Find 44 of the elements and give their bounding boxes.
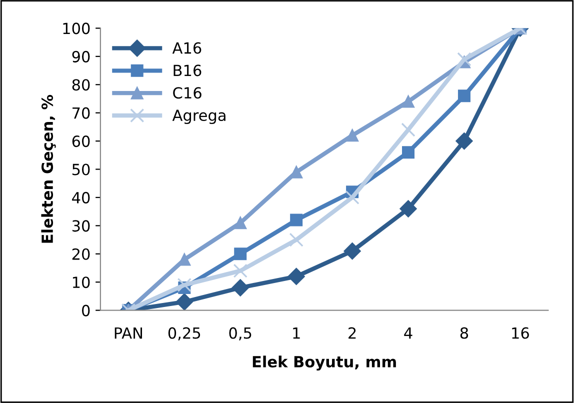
point [401,122,416,137]
y-tick-label: 100 [63,22,90,34]
y-tick-label: 30 [72,220,90,232]
y-tick-label: 80 [72,79,90,91]
point [457,52,472,66]
point [232,279,249,296]
y-tick-label: 20 [72,248,90,260]
legend-label: B16 [174,64,202,76]
point [234,248,247,260]
point [289,232,304,247]
point [234,216,247,230]
legend-label: A16 [172,42,202,54]
legend-label: C16 [173,87,202,99]
point [176,293,193,310]
y-tick-label: 70 [72,107,90,119]
point [402,95,415,108]
x-tick-label: 4 [404,327,412,339]
x-tick-label: 8 [460,327,468,339]
x-axis-title: Elek Boyutu, mm [252,356,396,371]
point [458,90,470,102]
y-tick-label: 40 [72,192,90,204]
y-tick-label: 60 [72,136,90,148]
y-tick-label: 10 [72,276,90,288]
y-tick-label: 50 [72,164,90,176]
x-tick-label: 2 [348,327,356,339]
point [346,129,359,142]
legend-label: Agrega [172,110,226,124]
point [402,146,415,159]
y-tick-label: 90 [72,50,90,62]
point [233,264,248,278]
point [177,278,192,292]
point [400,200,417,218]
y-tick-label: 0 [82,304,90,316]
point [345,190,360,205]
x-tick-label: 0,5 [229,327,252,340]
x-tick-label: 0,25 [168,327,200,340]
x-tick-label: PAN [114,327,142,339]
x-tick-label: 1 [293,327,300,339]
point [456,132,473,150]
point [290,214,303,226]
point [344,242,361,260]
y-axis-title: Elekten Geçen, % [41,94,56,243]
x-tick-label: 16 [512,327,529,339]
point [288,268,305,286]
